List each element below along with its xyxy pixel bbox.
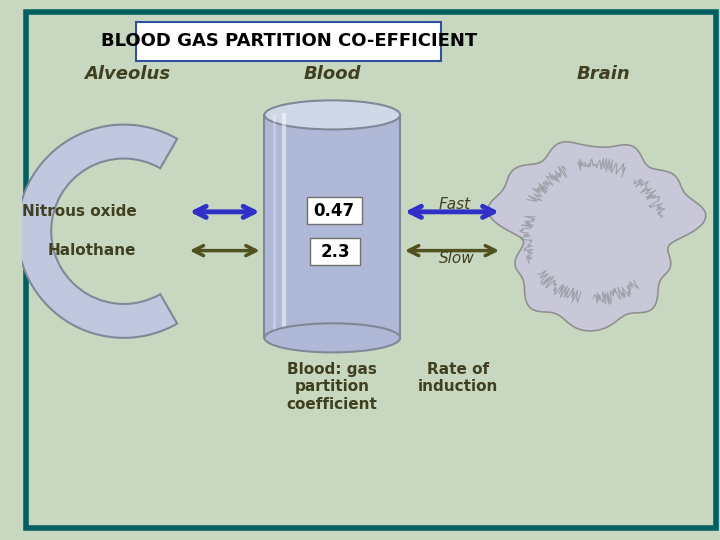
Text: 2.3: 2.3 xyxy=(320,242,350,261)
Ellipse shape xyxy=(264,323,400,353)
Text: BLOOD GAS PARTITION CO-EFFICIENT: BLOOD GAS PARTITION CO-EFFICIENT xyxy=(101,32,477,50)
FancyBboxPatch shape xyxy=(264,115,400,338)
FancyBboxPatch shape xyxy=(307,197,362,225)
FancyBboxPatch shape xyxy=(26,12,716,528)
Polygon shape xyxy=(488,142,706,331)
FancyBboxPatch shape xyxy=(310,238,361,265)
Text: Nitrous oxide: Nitrous oxide xyxy=(22,204,137,219)
Text: Rate of
induction: Rate of induction xyxy=(418,362,498,395)
Text: Brain: Brain xyxy=(577,65,631,83)
Text: Fast: Fast xyxy=(439,197,471,212)
Wedge shape xyxy=(17,125,177,338)
Text: Blood: Blood xyxy=(304,65,361,83)
FancyBboxPatch shape xyxy=(137,22,441,60)
Text: Alveolus: Alveolus xyxy=(84,65,170,83)
Text: Slow: Slow xyxy=(439,251,474,266)
Text: Halothane: Halothane xyxy=(48,243,137,258)
Ellipse shape xyxy=(264,100,400,130)
Text: 0.47: 0.47 xyxy=(314,202,355,220)
Text: Blood: gas
partition
coefficient: Blood: gas partition coefficient xyxy=(287,362,378,412)
